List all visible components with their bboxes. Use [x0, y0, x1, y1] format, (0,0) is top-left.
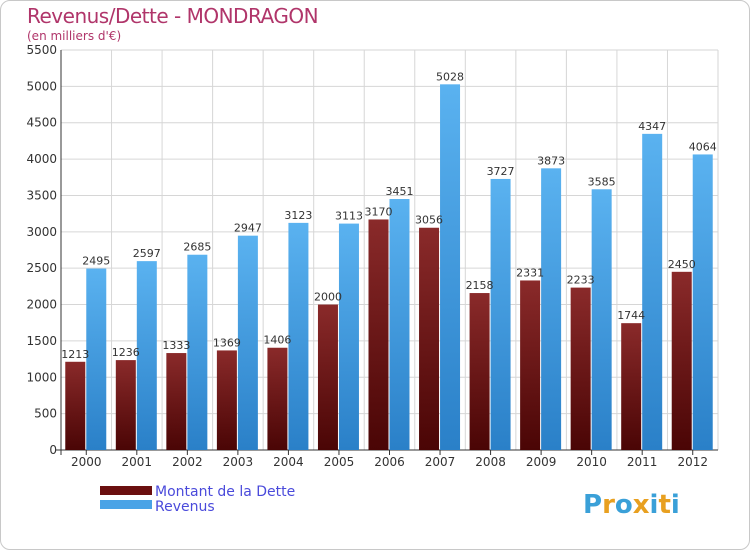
x-tick-label: 2004 — [273, 455, 304, 469]
bar-dette — [317, 304, 338, 450]
x-tick-label: 2012 — [677, 455, 708, 469]
y-tick-label: 5500 — [26, 43, 57, 57]
bar-revenus — [591, 189, 612, 451]
data-label-revenus: 2597 — [133, 247, 161, 260]
bar-revenus — [237, 235, 258, 450]
data-label-dette: 2233 — [567, 274, 595, 287]
logo-letter: t — [658, 490, 671, 520]
logo-letter: x — [632, 490, 650, 520]
proxiti-logo: Proxiti — [583, 490, 680, 520]
bar-revenus — [642, 133, 663, 450]
data-label-dette: 1333 — [162, 339, 190, 352]
y-tick-label: 1500 — [26, 334, 57, 348]
y-tick-label: 500 — [34, 407, 57, 421]
data-label-dette: 1213 — [61, 348, 89, 361]
legend-swatch-revenus — [100, 500, 152, 509]
data-label-revenus: 3451 — [386, 185, 414, 198]
bar-revenus — [86, 268, 107, 450]
bar-dette — [621, 323, 642, 450]
data-label-revenus: 3123 — [284, 209, 312, 222]
bar-dette — [115, 360, 136, 450]
y-tick-label: 3000 — [26, 225, 57, 239]
x-tick-label: 2010 — [576, 455, 607, 469]
chart-subtitle: (en milliers d'€) — [27, 29, 122, 43]
data-label-dette: 2331 — [516, 266, 544, 279]
data-label-dette: 3170 — [365, 205, 393, 218]
legend-label-debt: Montant de la Dette — [155, 484, 296, 500]
chart-title: Revenus/Dette - MONDRAGON — [27, 4, 319, 28]
bar-dette — [166, 353, 187, 450]
data-label-dette: 3056 — [415, 214, 443, 227]
data-label-dette: 1406 — [263, 334, 291, 347]
x-tick-label: 2008 — [475, 455, 506, 469]
bar-dette — [671, 271, 692, 450]
bar-revenus — [389, 199, 410, 450]
x-tick-label: 2003 — [223, 455, 254, 469]
bar-dette — [469, 293, 490, 450]
y-tick-label: 2500 — [26, 261, 57, 275]
bar-revenus — [692, 154, 713, 450]
y-tick-label: 3500 — [26, 188, 57, 202]
data-label-revenus: 2685 — [183, 241, 211, 254]
logo-letter: i — [670, 490, 680, 520]
data-label-dette: 2450 — [668, 258, 696, 271]
bars — [65, 84, 713, 451]
data-label-revenus: 5028 — [436, 70, 464, 83]
data-label-revenus: 3585 — [588, 175, 616, 188]
data-label-revenus: 2947 — [234, 222, 262, 235]
data-label-dette: 2158 — [466, 279, 494, 292]
bar-revenus — [288, 222, 309, 450]
bar-revenus — [187, 254, 208, 450]
data-label-revenus: 4064 — [689, 140, 717, 153]
bar-dette — [520, 280, 541, 450]
bar-revenus — [338, 223, 359, 450]
y-tick-label: 4000 — [26, 152, 57, 166]
x-tick-label: 2006 — [374, 455, 405, 469]
data-labels: 1213 2495 1236 2597 1333 2685 1369 2947 1406 3123… — [61, 70, 716, 360]
bar-dette — [216, 350, 237, 450]
x-tick-label: 2000 — [71, 455, 102, 469]
data-label-dette: 1236 — [112, 346, 140, 359]
x-tick-label: 2011 — [627, 455, 658, 469]
bar-revenus — [490, 178, 511, 451]
data-label-dette: 2000 — [314, 291, 342, 304]
logo-letter: o — [614, 490, 633, 520]
x-tick-label: 2005 — [324, 455, 355, 469]
x-tick-label: 2007 — [425, 455, 456, 469]
data-label-revenus: 3873 — [537, 154, 565, 167]
logo-letter: r — [602, 490, 615, 520]
data-label-revenus: 4347 — [638, 120, 666, 133]
bar-dette — [570, 287, 591, 450]
bar-dette — [368, 219, 389, 450]
data-label-revenus: 2495 — [82, 255, 110, 268]
bar-dette — [419, 227, 440, 450]
bar-dette — [267, 347, 288, 450]
data-label-dette: 1744 — [617, 309, 645, 322]
data-label-dette: 1369 — [213, 336, 241, 349]
logo-letter: i — [649, 490, 659, 520]
bar-revenus — [136, 261, 157, 450]
bar-revenus — [541, 168, 562, 450]
y-tick-label: 4500 — [26, 116, 57, 130]
axes: 0 500 1000 1500 2000 2500 3000 3500 4000 4500 5000… — [26, 43, 718, 469]
data-label-revenus: 3727 — [487, 165, 515, 178]
logo-letter: P — [583, 490, 603, 520]
x-tick-label: 2009 — [526, 455, 557, 469]
x-tick-label: 2002 — [172, 455, 203, 469]
bar-revenus — [440, 84, 461, 450]
data-label-revenus: 3113 — [335, 210, 363, 223]
y-tick-label: 0 — [49, 443, 57, 457]
y-tick-label: 1000 — [26, 370, 57, 384]
y-tick-label: 5000 — [26, 79, 57, 93]
legend-swatch-debt — [100, 486, 152, 495]
y-tick-label: 2000 — [26, 298, 57, 312]
bar-dette — [65, 361, 86, 450]
legend-label-revenus: Revenus — [155, 499, 215, 515]
x-tick-label: 2001 — [122, 455, 153, 469]
